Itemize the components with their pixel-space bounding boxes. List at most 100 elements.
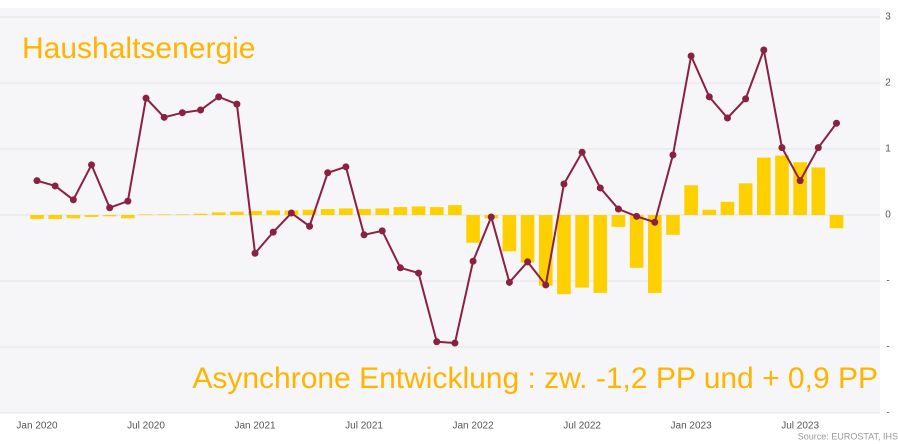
source: Source: EUROSTAT, IHS xyxy=(798,431,898,441)
line-marker xyxy=(124,197,132,205)
line-marker xyxy=(378,227,386,235)
line-marker xyxy=(324,169,332,177)
line-marker xyxy=(433,338,441,346)
bar xyxy=(647,215,662,293)
bar xyxy=(266,210,281,215)
bar xyxy=(466,215,480,243)
bar xyxy=(775,155,789,215)
bar xyxy=(756,157,771,215)
line-marker xyxy=(687,52,695,60)
y-tick-label: 1 xyxy=(885,144,891,155)
line-marker xyxy=(51,182,59,190)
bar xyxy=(230,211,244,215)
line-marker xyxy=(142,94,150,102)
line-marker xyxy=(814,144,822,152)
line-marker xyxy=(723,114,731,122)
line-marker xyxy=(197,106,205,114)
x-tick-label: Jan 2021 xyxy=(234,421,276,432)
line-marker xyxy=(760,46,768,54)
x-tick-label: Jan 2023 xyxy=(671,421,713,432)
bar xyxy=(429,207,444,215)
line-marker xyxy=(178,109,186,117)
bar xyxy=(393,207,408,215)
bar xyxy=(811,167,826,215)
bar xyxy=(611,215,626,227)
bar xyxy=(193,213,208,215)
line-marker xyxy=(742,95,750,103)
line-marker xyxy=(705,93,713,101)
line-marker xyxy=(88,161,96,169)
bar xyxy=(593,215,608,293)
bar xyxy=(738,183,753,215)
bar xyxy=(502,215,517,252)
bar xyxy=(175,214,190,215)
line-marker xyxy=(396,264,404,272)
line-marker xyxy=(106,204,114,212)
x-tick-label: Jul 2021 xyxy=(345,421,383,432)
line-marker xyxy=(832,119,840,127)
bar xyxy=(48,215,62,219)
bar xyxy=(339,208,353,215)
bar xyxy=(448,205,462,215)
x-tick-label: Jul 2020 xyxy=(127,421,165,432)
bar xyxy=(538,215,553,286)
x-tick-label: Jul 2023 xyxy=(781,421,819,432)
line-marker xyxy=(215,93,223,101)
bar xyxy=(30,215,44,219)
line-marker xyxy=(651,218,659,226)
bar xyxy=(557,215,571,295)
line-marker xyxy=(505,278,513,286)
line-marker xyxy=(287,209,295,217)
y-tick-label: - xyxy=(886,342,889,353)
bar xyxy=(357,209,371,215)
line-marker xyxy=(633,212,641,220)
line-marker xyxy=(669,151,677,159)
line-marker xyxy=(578,148,586,156)
y-tick-label: 3 xyxy=(885,12,891,23)
line-marker xyxy=(360,231,368,239)
bar xyxy=(411,206,426,215)
line-marker xyxy=(778,144,786,152)
bar xyxy=(102,215,117,217)
line-marker xyxy=(796,177,804,185)
bar xyxy=(84,215,99,217)
bar xyxy=(575,215,589,288)
line-marker xyxy=(160,113,168,121)
bar xyxy=(684,185,698,215)
bar xyxy=(66,215,81,219)
line-marker xyxy=(269,228,277,236)
line-marker xyxy=(560,180,568,188)
line-marker xyxy=(342,163,350,171)
line-marker xyxy=(233,100,241,108)
line-marker xyxy=(487,213,495,221)
y-tick-label: 2 xyxy=(885,78,891,89)
line-marker xyxy=(33,177,41,185)
bar xyxy=(121,215,135,219)
x-tick-label: Jan 2022 xyxy=(453,421,495,432)
bar xyxy=(139,214,153,215)
line-marker xyxy=(614,205,622,213)
bar xyxy=(211,212,226,215)
annotation: Asynchrone Entwicklung : zw. -1,2 PP und… xyxy=(192,362,878,395)
line-marker xyxy=(451,339,459,347)
bar xyxy=(720,201,735,215)
bar xyxy=(666,215,680,235)
y-tick-label: - xyxy=(886,408,889,419)
line-marker xyxy=(596,184,604,192)
line-marker xyxy=(469,257,477,265)
bar xyxy=(520,215,535,263)
x-tick-label: Jan 2020 xyxy=(16,421,58,432)
line-marker xyxy=(69,196,77,204)
chart-title: Haushaltsenergie xyxy=(22,32,255,65)
line-marker xyxy=(306,222,314,230)
line-marker xyxy=(251,249,259,257)
bar xyxy=(702,209,717,215)
line-marker xyxy=(415,269,423,277)
x-tick-label: Jul 2022 xyxy=(563,421,601,432)
y-tick-label: - xyxy=(886,276,889,287)
bar xyxy=(157,214,172,215)
bar xyxy=(829,215,844,229)
line-marker xyxy=(524,258,532,266)
bar xyxy=(302,209,317,215)
